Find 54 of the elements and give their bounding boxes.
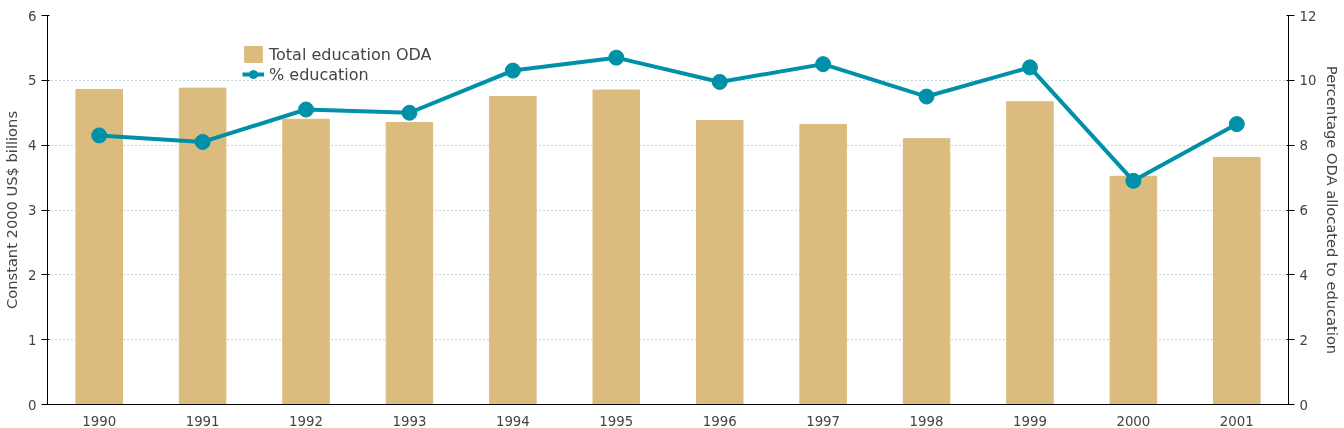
y2-tick-label: 4 — [1299, 267, 1308, 283]
y2-axis-title: Percentage ODA allocated to education — [1324, 65, 1342, 355]
x-tick-label: 1991 — [185, 413, 220, 428]
x-tick-label: 1992 — [289, 413, 323, 428]
point — [298, 101, 315, 118]
bar — [1109, 175, 1158, 405]
y-tick-label: 0 — [28, 397, 37, 413]
point — [401, 104, 418, 121]
legend-label: % education — [269, 64, 369, 84]
bar — [385, 121, 434, 405]
point — [1125, 172, 1142, 189]
y-tick-label: 6 — [28, 8, 37, 24]
point — [815, 56, 832, 73]
x-tick-label: 1995 — [599, 413, 634, 428]
x-tick-label: 1993 — [392, 413, 427, 428]
y2-tick-label: 12 — [1299, 8, 1317, 24]
bar — [178, 87, 227, 405]
point — [1021, 59, 1038, 76]
point — [918, 88, 935, 105]
bar — [75, 88, 123, 405]
y-tick-label: 3 — [28, 203, 37, 218]
point — [711, 73, 728, 90]
bar — [695, 120, 744, 405]
y2-tick-label: 0 — [1299, 397, 1308, 413]
y2-tick-label: 2 — [1299, 332, 1308, 348]
y2-tick-label: 6 — [1299, 203, 1308, 218]
bar — [282, 118, 330, 405]
x-tick-label: 1994 — [495, 413, 530, 428]
bar — [592, 89, 641, 405]
bar — [1213, 156, 1261, 405]
bar — [902, 138, 951, 405]
x-tick-label: 1996 — [702, 413, 737, 428]
bar — [799, 123, 847, 405]
bar — [1006, 101, 1054, 405]
point — [608, 49, 625, 66]
bar — [489, 96, 537, 405]
y-axis-title: Constant 2000 US$ billions — [3, 110, 21, 309]
point — [504, 62, 521, 79]
point — [91, 127, 108, 144]
y-tick-label: 4 — [28, 138, 37, 154]
y2-tick-label: 8 — [1299, 138, 1308, 154]
x-tick-label: 1990 — [82, 413, 117, 428]
x-tick-label: 2001 — [1219, 413, 1254, 428]
y2-tick-label: 10 — [1299, 73, 1317, 89]
x-tick-label: 1998 — [909, 413, 944, 428]
x-tick-label: 2000 — [1116, 413, 1151, 428]
x-tick-label: 1999 — [1013, 413, 1047, 428]
point — [194, 133, 211, 150]
point — [1228, 116, 1245, 133]
legend-label: Total education ODA — [269, 44, 432, 64]
y-tick-label: 1 — [28, 332, 37, 348]
x-tick-label: 1997 — [806, 413, 841, 428]
y-tick-label: 2 — [28, 267, 37, 283]
y-tick-label: 5 — [28, 73, 37, 89]
